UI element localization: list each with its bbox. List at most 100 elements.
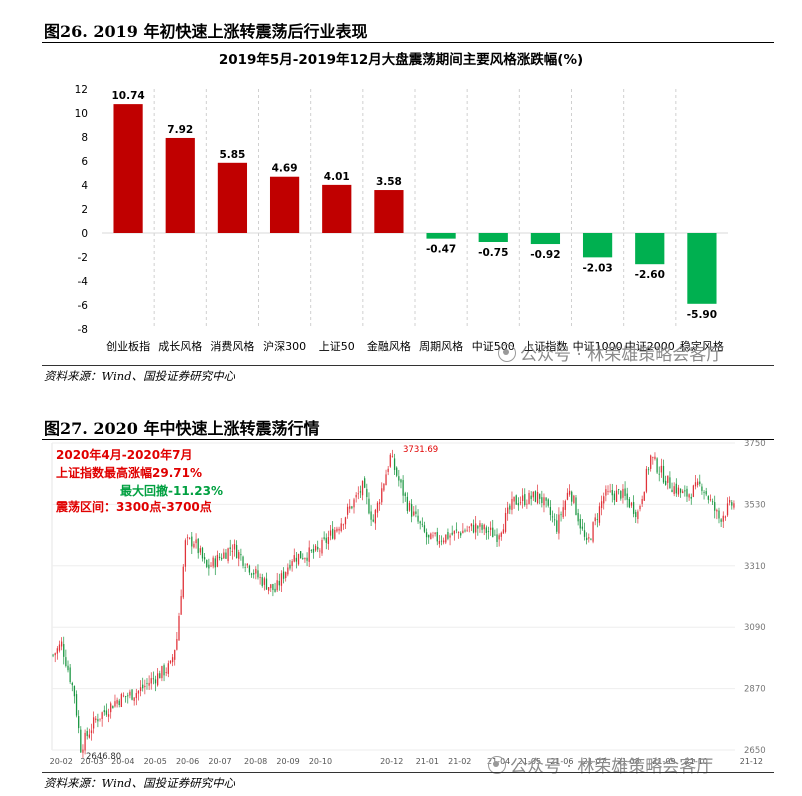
candle-body [103, 710, 105, 713]
bar-9 [530, 233, 561, 245]
y-tick-label: 3090 [744, 623, 766, 633]
candle-body [359, 491, 362, 493]
candle-body [95, 718, 97, 720]
x-tick-label: 21-01 [416, 757, 439, 766]
candle-body [212, 557, 214, 567]
bar-value-label: -5.90 [687, 309, 717, 321]
candle-body [658, 473, 660, 475]
candle-body [289, 564, 291, 569]
candle-body [353, 499, 355, 508]
candle-body [472, 524, 475, 533]
y-tick-label: 12 [75, 84, 88, 96]
candle-body [528, 492, 530, 504]
x-tick-label: 20-05 [144, 757, 167, 766]
candle-body [120, 694, 123, 708]
candle-body [334, 529, 336, 540]
candle-body [607, 491, 609, 493]
candle-body [302, 558, 304, 559]
figure26-top-rule [42, 42, 774, 43]
candle-body [400, 479, 402, 483]
bar-2 [165, 137, 195, 233]
candle-body [332, 528, 334, 539]
candle-body [150, 678, 152, 684]
candle-body [688, 494, 690, 498]
candle-body [404, 493, 406, 497]
candle-body [210, 565, 212, 567]
candle-body [475, 523, 477, 533]
candle-body [306, 557, 308, 561]
candle-body [603, 496, 605, 504]
x-tick-label: 21-10 [685, 757, 708, 766]
candle-body [295, 557, 298, 562]
figure27-top-rule [42, 439, 774, 440]
x-tick-label: 21-12 [740, 757, 763, 766]
category-label: 上证50 [319, 340, 355, 353]
candle-body [208, 564, 210, 569]
candle-body [372, 519, 374, 522]
candle-body [199, 548, 201, 553]
y-tick-label: 3530 [744, 500, 766, 510]
candle-body [366, 488, 368, 498]
figure26-bottom-rule [42, 365, 774, 366]
candle-body [554, 519, 556, 521]
category-label: 中证2000 [625, 340, 675, 353]
candle-body [191, 536, 193, 547]
x-tick-label: 20-12 [380, 757, 403, 766]
high-point-label: 3731.69 [403, 445, 438, 455]
candle-body [682, 491, 684, 494]
figure27-source: 资料来源：Wind、国投证券研究中心 [44, 776, 236, 790]
candle-body [197, 538, 199, 554]
x-tick-label: 20-09 [276, 757, 299, 766]
candle-body [265, 578, 268, 590]
candle-body [718, 510, 720, 519]
candle-body [588, 537, 590, 539]
candle-body [383, 483, 385, 491]
y-tick-label: 2 [81, 204, 88, 216]
candle-body [417, 515, 419, 522]
annotation-period: 2020年4月-2020年7月 [56, 448, 193, 462]
candle-body [73, 685, 76, 697]
candle-body [336, 528, 338, 532]
candle-body [122, 695, 125, 697]
candle-body [267, 587, 270, 591]
candle-body [673, 486, 675, 495]
candle-body [163, 665, 165, 676]
candle-body [485, 527, 487, 534]
candle-body [530, 495, 532, 500]
candle-body [419, 521, 421, 524]
candle-body [613, 493, 616, 501]
candle-body [238, 552, 240, 559]
candle-body [594, 517, 596, 522]
candle-body [240, 554, 242, 556]
candle-body [667, 475, 669, 483]
candle-body [714, 502, 716, 511]
candle-body [259, 577, 261, 578]
candle-body [605, 489, 607, 496]
y-tick-label: 0 [81, 228, 88, 240]
candle-body [195, 539, 197, 544]
category-label: 金融风格 [367, 339, 411, 353]
candle-body [498, 535, 500, 540]
candle-body [641, 499, 643, 504]
bar-6 [374, 190, 404, 233]
candle-body [250, 573, 253, 575]
candle-body [84, 732, 86, 751]
candle-body [551, 516, 554, 518]
figure27-watermark: 公众号 · 林荣雄策略会客厅 [488, 752, 713, 777]
candle-body [733, 503, 735, 508]
category-label: 沪深300 [263, 339, 306, 353]
y-tick-label: 2650 [744, 746, 766, 756]
candle-body [586, 537, 588, 541]
candle-body [532, 491, 534, 498]
candle-body [592, 522, 594, 542]
candle-body [364, 478, 366, 488]
candle-body [214, 558, 216, 568]
candle-body [349, 506, 351, 509]
y-tick-label: 6 [81, 156, 88, 168]
candle-body [701, 486, 703, 491]
candle-body [385, 474, 387, 486]
bar-value-label: 10.74 [111, 90, 144, 102]
candle-body [590, 539, 592, 541]
candle-body [596, 519, 598, 520]
